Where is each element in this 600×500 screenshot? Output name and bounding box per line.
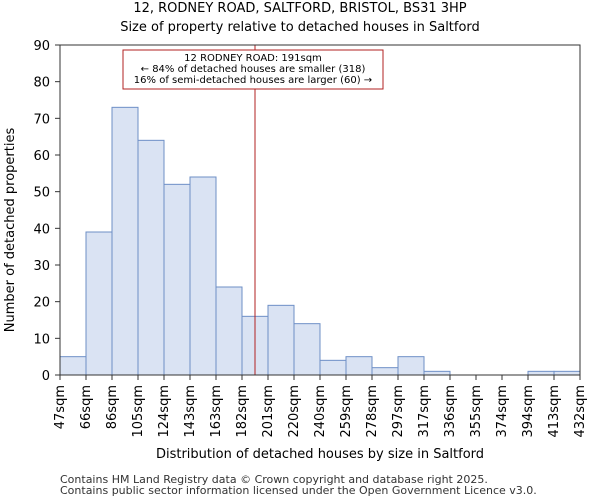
x-tick-label: 66sqm <box>79 385 94 429</box>
bar-259sqm <box>345 356 373 376</box>
x-tick-label: 394sqm <box>521 385 536 438</box>
x-tick-label: 163sqm <box>209 385 224 438</box>
bar-317sqm <box>423 370 451 376</box>
bar-163sqm <box>215 286 243 376</box>
x-tick-label: 240sqm <box>313 385 328 438</box>
footer-line-1: Contains HM Land Registry data © Crown c… <box>60 473 488 486</box>
y-tick-label: 70 <box>33 112 50 127</box>
x-tick-label: 47sqm <box>53 385 68 429</box>
bar-413sqm <box>553 370 581 376</box>
y-tick-label: 90 <box>33 39 50 54</box>
x-tick-label: 105sqm <box>131 385 146 438</box>
x-axis-label: Distribution of detached houses by size … <box>156 447 484 462</box>
x-tick-label: 182sqm <box>235 385 250 438</box>
x-tick-label: 278sqm <box>365 385 380 438</box>
bar-278sqm <box>371 367 399 376</box>
x-tick-label: 220sqm <box>287 385 302 438</box>
bar-124sqm <box>163 183 191 376</box>
x-tick-label: 259sqm <box>339 385 354 438</box>
bar-394sqm <box>527 370 555 376</box>
y-tick-label: 60 <box>33 149 50 164</box>
x-tick-label: 317sqm <box>417 385 432 438</box>
bar-220sqm <box>293 323 321 376</box>
bar-47sqm <box>59 356 87 376</box>
annotation-line-2: ← 84% of detached houses are smaller (31… <box>141 64 366 75</box>
annotation-line-3: 16% of semi-detached houses are larger (… <box>134 75 372 86</box>
y-tick-label: 20 <box>33 296 50 311</box>
chart-subtitle: Size of property relative to detached ho… <box>120 20 480 35</box>
plot-frame <box>59 44 581 376</box>
footer-line-2: Contains public sector information licen… <box>60 484 537 497</box>
y-tick-label: 10 <box>33 332 50 347</box>
y-tick-label: 40 <box>33 222 50 237</box>
annotation-box <box>122 49 384 90</box>
y-axis-label: Number of detached properties <box>3 128 18 333</box>
bar-240sqm <box>319 359 347 376</box>
bar-201sqm <box>267 304 295 376</box>
y-tick-label: 50 <box>33 186 50 201</box>
bar-105sqm <box>137 139 165 376</box>
x-tick-label: 124sqm <box>157 385 172 438</box>
x-tick-label: 201sqm <box>261 385 276 438</box>
x-tick-label: 355sqm <box>469 385 484 438</box>
x-tick-label: 143sqm <box>183 385 198 438</box>
bar-143sqm <box>189 176 217 376</box>
y-tick-label: 0 <box>42 369 50 384</box>
y-tick-label: 80 <box>33 76 50 91</box>
x-tick-label: 297sqm <box>391 385 406 438</box>
bar-66sqm <box>85 231 113 376</box>
x-tick-label: 336sqm <box>443 385 458 438</box>
x-tick-label: 432sqm <box>573 385 588 438</box>
bar-86sqm <box>111 106 139 376</box>
y-tick-label: 30 <box>33 259 50 274</box>
x-tick-label: 86sqm <box>105 385 120 429</box>
bar-297sqm <box>397 356 425 376</box>
x-tick-label: 374sqm <box>495 385 510 438</box>
annotation-line-1: 12 RODNEY ROAD: 191sqm <box>184 53 322 64</box>
chart-title: 12, RODNEY ROAD, SALTFORD, BRISTOL, BS31… <box>133 1 466 16</box>
x-tick-label: 413sqm <box>547 385 562 438</box>
